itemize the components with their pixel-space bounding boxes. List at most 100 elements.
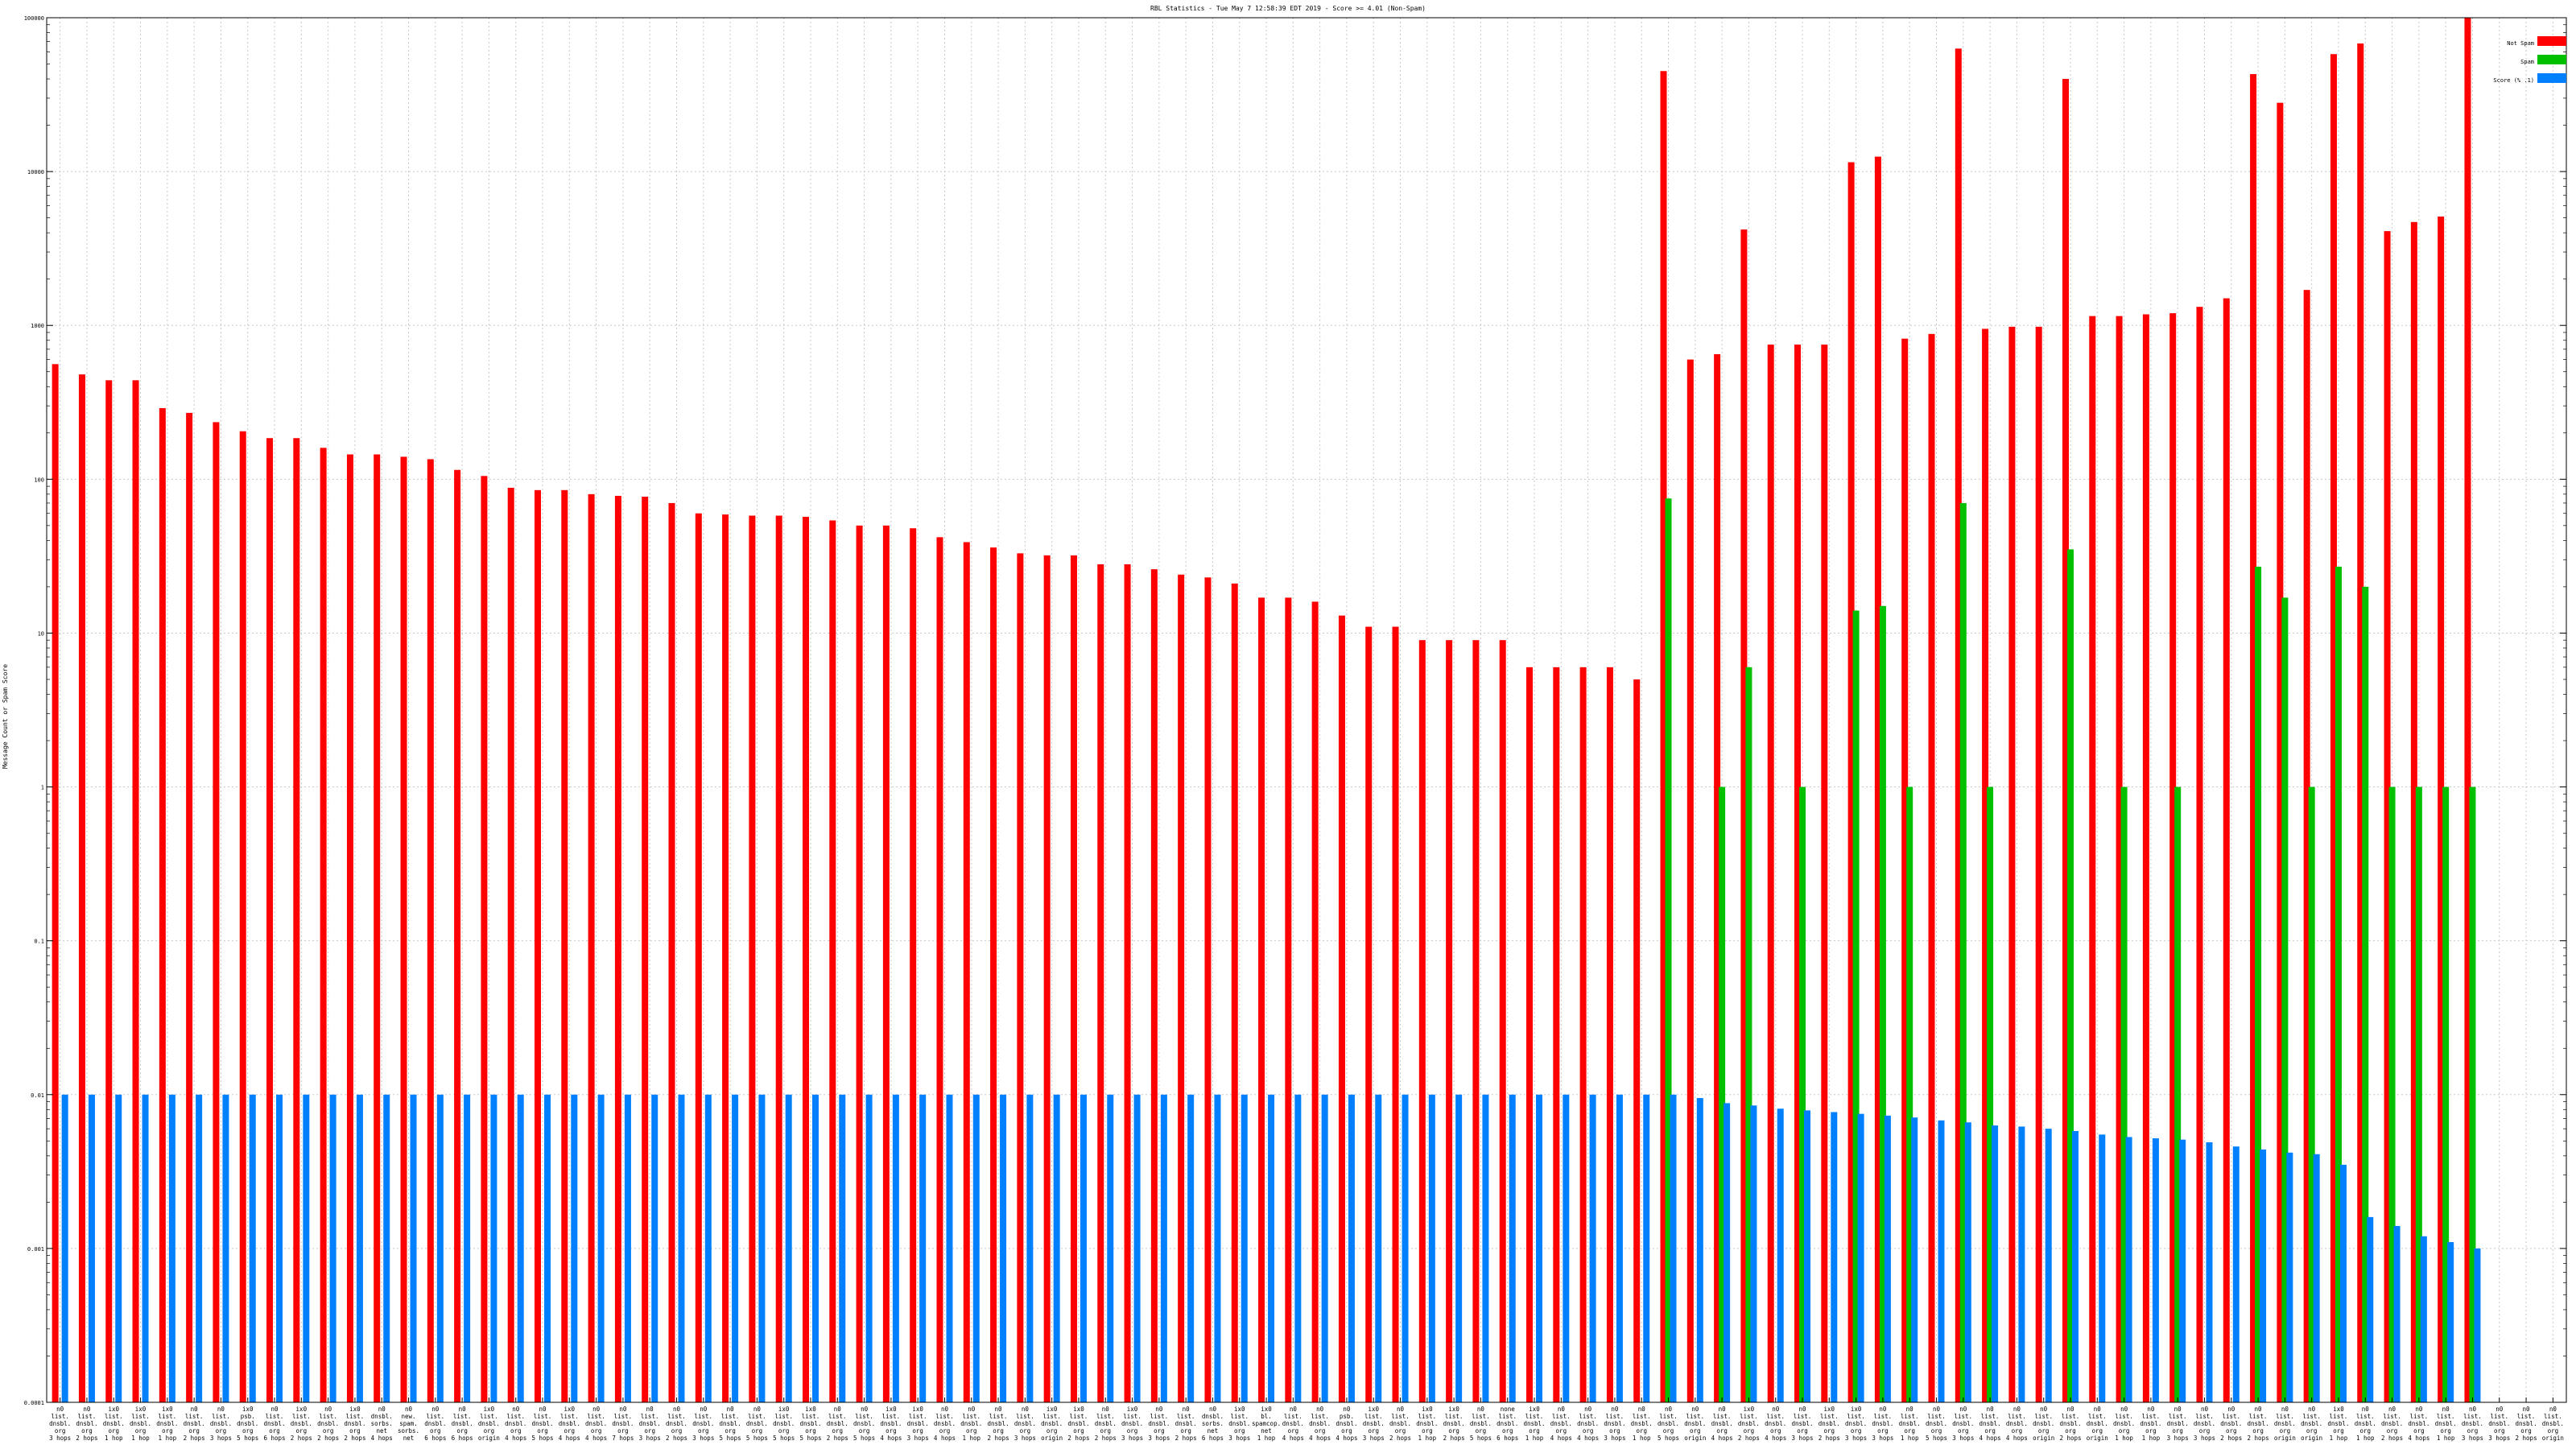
not-spam-bar [2464,18,2471,1402]
not-spam-bar [1258,597,1265,1402]
x-category-label: n0 list. dnsbl. org 2 hops [2220,1406,2242,1442]
x-category-label: n0 list. dnsbl. org 3 hops [2488,1406,2510,1442]
not-spam-bar [775,515,782,1402]
spam-bar [2308,786,2315,1402]
score-bar [2420,1236,2427,1402]
x-category-label: n0 list. dnsbl. org 4 hops [1282,1406,1304,1442]
x-category-label: ix0 list. dnsbl. org 3 hops [907,1406,929,1442]
not-spam-bar [507,487,514,1402]
spam-bar [2255,567,2262,1402]
score-bar [115,1094,122,1402]
score-bar [2339,1164,2347,1402]
spam-bar [2415,786,2422,1402]
x-category-label: n0 list. dnsbl. org 3 hops [2167,1406,2189,1442]
y-tick-label: 0.0001 [24,1400,44,1406]
not-spam-bar [427,459,434,1403]
y-tick-label: 0.1 [34,939,44,945]
not-spam-bar [1874,156,1881,1402]
not-spam-bar [1311,601,1319,1402]
x-category-label: n0 list. dnsbl. org 4 hops [1577,1406,1599,1442]
x-category-label: n0 list. dnsbl. org 5 hops [1470,1406,1492,1442]
not-spam-bar [266,438,274,1402]
not-spam-bar [2089,316,2096,1402]
spam-bar [2334,567,2342,1402]
x-category-label: n0 list. dnsbl. org 1 hop [2113,1406,2135,1442]
not-spam-bar [668,502,675,1403]
x-category-label: ix0 list. dnsbl. org 1 hop [1416,1406,1438,1442]
score-bar [1938,1120,1945,1402]
not-spam-bar [239,431,246,1403]
score-bar [1241,1094,1248,1402]
spam-bar [1745,667,1752,1402]
score-bar [758,1094,766,1402]
not-spam-bar [1418,640,1426,1402]
score-bar [732,1094,739,1402]
not-spam-bar [1982,328,1989,1402]
x-category-label: ix0 list. dnsbl. org 1 hop [2327,1406,2349,1442]
not-spam-bar [1847,162,1855,1402]
x-category-label: n0 list. dnsbl. org 4 hops [1309,1406,1331,1442]
score-bar [1724,1103,1731,1402]
x-category-label: n0 list. dnsbl. org origin [1684,1406,1706,1442]
score-bar [1348,1094,1355,1402]
not-spam-bar [2438,216,2445,1403]
plot-frame [46,17,2567,1403]
score-bar [1375,1094,1382,1402]
score-bar [1187,1094,1195,1402]
x-category-label: n0 list. dnsbl. org 3 hops [1014,1406,1036,1442]
not-spam-bar [213,422,220,1402]
score-bar [651,1094,658,1402]
score-bar [919,1094,927,1402]
not-spam-bar [1714,353,1721,1402]
score-bar [276,1094,283,1402]
score-bar [1107,1094,1114,1402]
not-spam-bar [346,454,353,1402]
x-category-label: n0 list. dnsbl. org 3 hops [639,1406,661,1442]
x-category-label: n0 new. spam. sorbs. net [398,1406,419,1442]
x-category-label: n0 list. dnsbl. org 4 hops [1711,1406,1733,1442]
score-bar [2071,1130,2079,1402]
not-spam-bar [2277,102,2284,1402]
score-bar [1750,1105,1757,1402]
score-bar [1777,1108,1784,1402]
x-category-label: ix0 list. dnsbl. org 2 hops [1818,1406,1840,1442]
x-category-label: n0 list. dnsbl. org 5 hops [853,1406,875,1442]
bars [52,18,2481,1403]
x-category-label: n0 list. dnsbl. org 4 hops [2006,1406,2028,1442]
x-category-label: n0 list. dnsbl. org 1 hop [2435,1406,2457,1442]
not-spam-bar [1928,333,1935,1402]
score-bar [811,1094,819,1402]
not-spam-bar [1365,626,1373,1402]
legend-label: Score (% .1) [2493,77,2534,84]
x-category-label: ix0 bl. spamcop. net 1 hop [1252,1406,1281,1442]
score-bar [2099,1134,2106,1402]
x-category-label: n0 list. dnsbl. org 7 hops [612,1406,634,1442]
score-bar [1563,1094,1570,1402]
not-spam-bar [1472,640,1480,1402]
score-bar [2393,1225,2401,1402]
legend-label: Spam [2520,59,2534,65]
x-category-label: ix0 list. dnsbl. org 3 hops [1228,1406,1250,1442]
x-category-label: n0 list. dnsbl. org origin [2087,1406,2108,1442]
x-category-label: ix0 list. dnsbl. org 4 hops [559,1406,580,1442]
score-bar [490,1094,497,1402]
x-category-label: ix0 list. dnsbl. org 2 hops [291,1406,312,1442]
x-category-label: ix0 list. dnsbl. org origin [478,1406,500,1442]
score-bar [1670,1094,1677,1402]
not-spam-bar [481,476,488,1402]
not-spam-bar [2250,74,2257,1403]
y-axis-label: Message Count or Spam Score [2,664,9,769]
score-bar [1133,1094,1141,1402]
not-spam-bar [1553,667,1560,1402]
x-category-label: n0 list. dnsbl. org 6 hops [452,1406,473,1442]
x-category-label: n0 list. dnsbl. org 4 hops [505,1406,526,1442]
not-spam-bar [2330,54,2337,1402]
score-bar [597,1094,605,1402]
not-spam-bar [936,537,943,1402]
score-bar [464,1094,471,1402]
score-bar [1616,1094,1623,1402]
x-category-label: n0 list. dnsbl. org origin [2301,1406,2322,1442]
score-bar [839,1094,846,1402]
x-category-label: n0 list. dnsbl. org 4 hops [2408,1406,2429,1442]
